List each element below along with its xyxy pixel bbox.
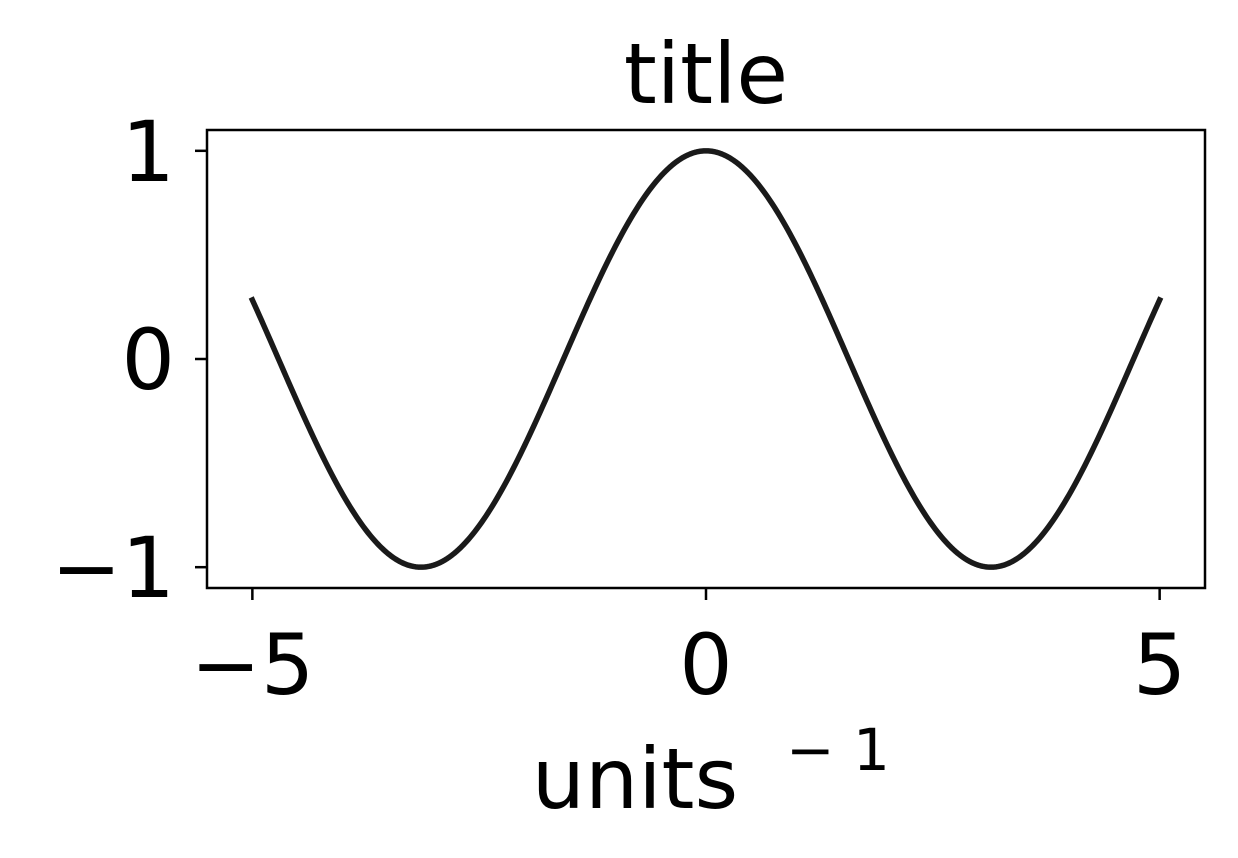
x-tick-label: 0 (679, 616, 732, 714)
x-axis-label-superscript: − 1 (786, 716, 890, 784)
series-line-1 (248, 148, 1164, 570)
x-tick-label: 5 (1133, 616, 1186, 714)
x-axis-label: units (532, 730, 739, 828)
plot-area: −5 0 5 −1 0 1 (51, 103, 1207, 714)
chart-title: title (624, 25, 788, 123)
y-tick-label: −1 (51, 519, 175, 617)
x-tick-label: −5 (190, 616, 314, 714)
y-tick-label: 0 (122, 311, 175, 409)
y-tick-label: 1 (122, 103, 175, 201)
